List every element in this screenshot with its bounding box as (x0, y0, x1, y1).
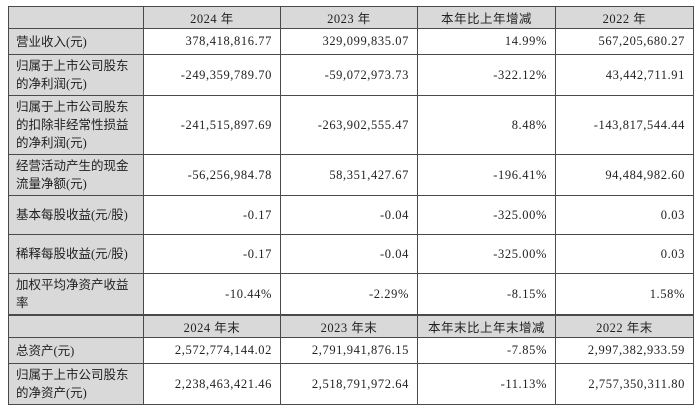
cell-2024: -56,256,984.78 (143, 154, 281, 196)
cell-2024: 378,418,816.77 (143, 28, 281, 55)
header-row-year-end: 2024 年末 2023 年末 本年末比上年末增减 2022 年末 (8, 314, 694, 338)
row-label: 归属于上市公司股东的净资产(元) (8, 363, 144, 405)
cell-2022: -143,817,544.44 (555, 95, 694, 155)
cell-yoy-change: -7.85% (417, 337, 556, 364)
cell-2023: -0.04 (280, 195, 418, 235)
cell-2023: 2,518,791,972.64 (280, 363, 418, 405)
cell-2024: -249,359,789.70 (143, 54, 281, 96)
cell-yoy-change: -11.13% (417, 363, 556, 405)
cell-2024: -0.17 (143, 234, 281, 274)
table-row-net-assets: 归属于上市公司股东的净资产(元) 2,238,463,421.46 2,518,… (8, 363, 694, 405)
row-label: 稀释每股收益(元/股) (8, 234, 144, 274)
cell-2023: 329,099,835.07 (280, 28, 418, 55)
cell-2023: -0.04 (280, 234, 418, 274)
row-label: 归属于上市公司股东的净利润(元) (8, 54, 144, 96)
table-row-net-profit: 归属于上市公司股东的净利润(元) -249,359,789.70 -59,072… (8, 54, 694, 96)
table-row-weighted-avg-roe: 加权平均净资产收益率 -10.44% -2.29% -8.15% 1.58% (8, 273, 694, 316)
table-row-total-assets: 总资产(元) 2,572,774,144.02 2,791,941,876.15… (8, 337, 694, 364)
cell-yoy-change: -322.12% (417, 54, 556, 96)
column-header-2024: 2024 年 (143, 6, 281, 29)
header-row-annual: 2024 年 2023 年 本年比上年增减 2022 年 (8, 6, 694, 29)
cell-2022: 567,205,680.27 (555, 28, 694, 55)
cell-2023: 2,791,941,876.15 (280, 337, 418, 364)
cell-2022: 94,484,982.60 (555, 154, 694, 196)
cell-yoy-change: -8.15% (417, 273, 556, 316)
cell-2023: 58,351,427.67 (280, 154, 418, 196)
column-header-2023-end: 2023 年末 (280, 314, 418, 338)
cell-2024: -241,515,897.69 (143, 95, 281, 155)
financial-summary-table: 2024 年 2023 年 本年比上年增减 2022 年 营业收入(元) 378… (8, 6, 694, 405)
cell-yoy-change: -325.00% (417, 234, 556, 274)
cell-2024: 2,238,463,421.46 (143, 363, 281, 405)
table-row-basic-eps: 基本每股收益(元/股) -0.17 -0.04 -325.00% 0.03 (8, 195, 694, 235)
table-row-net-profit-excl-nonrecurring: 归属于上市公司股东的扣除非经常性损益的净利润(元) -241,515,897.6… (8, 95, 694, 155)
cell-2023: -2.29% (280, 273, 418, 316)
table-row-revenue: 营业收入(元) 378,418,816.77 329,099,835.07 14… (8, 28, 694, 55)
row-label: 加权平均净资产收益率 (8, 273, 144, 316)
column-header-blank (8, 314, 144, 338)
cell-2022: 2,997,382,933.59 (555, 337, 694, 364)
cell-2022: 0.03 (555, 234, 694, 274)
row-label: 基本每股收益(元/股) (8, 195, 144, 235)
cell-2024: 2,572,774,144.02 (143, 337, 281, 364)
column-header-2022-end: 2022 年末 (555, 314, 694, 338)
column-header-2024-end: 2024 年末 (143, 314, 281, 338)
cell-2023: -59,072,973.73 (280, 54, 418, 96)
row-label: 总资产(元) (8, 337, 144, 364)
column-header-2023: 2023 年 (280, 6, 418, 29)
cell-2022: 43,442,711.91 (555, 54, 694, 96)
cell-yoy-change: -325.00% (417, 195, 556, 235)
cell-2022: 0.03 (555, 195, 694, 235)
cell-yoy-change: 14.99% (417, 28, 556, 55)
table-row-diluted-eps: 稀释每股收益(元/股) -0.17 -0.04 -325.00% 0.03 (8, 234, 694, 274)
row-label: 经营活动产生的现金流量净额(元) (8, 154, 144, 196)
cell-2024: -0.17 (143, 195, 281, 235)
cell-yoy-change: -196.41% (417, 154, 556, 196)
cell-2022: 1.58% (555, 273, 694, 316)
column-header-year-end-change: 本年末比上年末增减 (417, 314, 556, 338)
cell-2023: -263,902,555.47 (280, 95, 418, 155)
row-label: 归属于上市公司股东的扣除非经常性损益的净利润(元) (8, 95, 144, 155)
table-row-operating-cash-flow: 经营活动产生的现金流量净额(元) -56,256,984.78 58,351,4… (8, 154, 694, 196)
column-header-2022: 2022 年 (555, 6, 694, 29)
cell-2022: 2,757,350,311.80 (555, 363, 694, 405)
row-label: 营业收入(元) (8, 28, 144, 55)
cell-2024: -10.44% (143, 273, 281, 316)
column-header-yoy-change: 本年比上年增减 (417, 6, 556, 29)
cell-yoy-change: 8.48% (417, 95, 556, 155)
column-header-blank (8, 6, 144, 29)
